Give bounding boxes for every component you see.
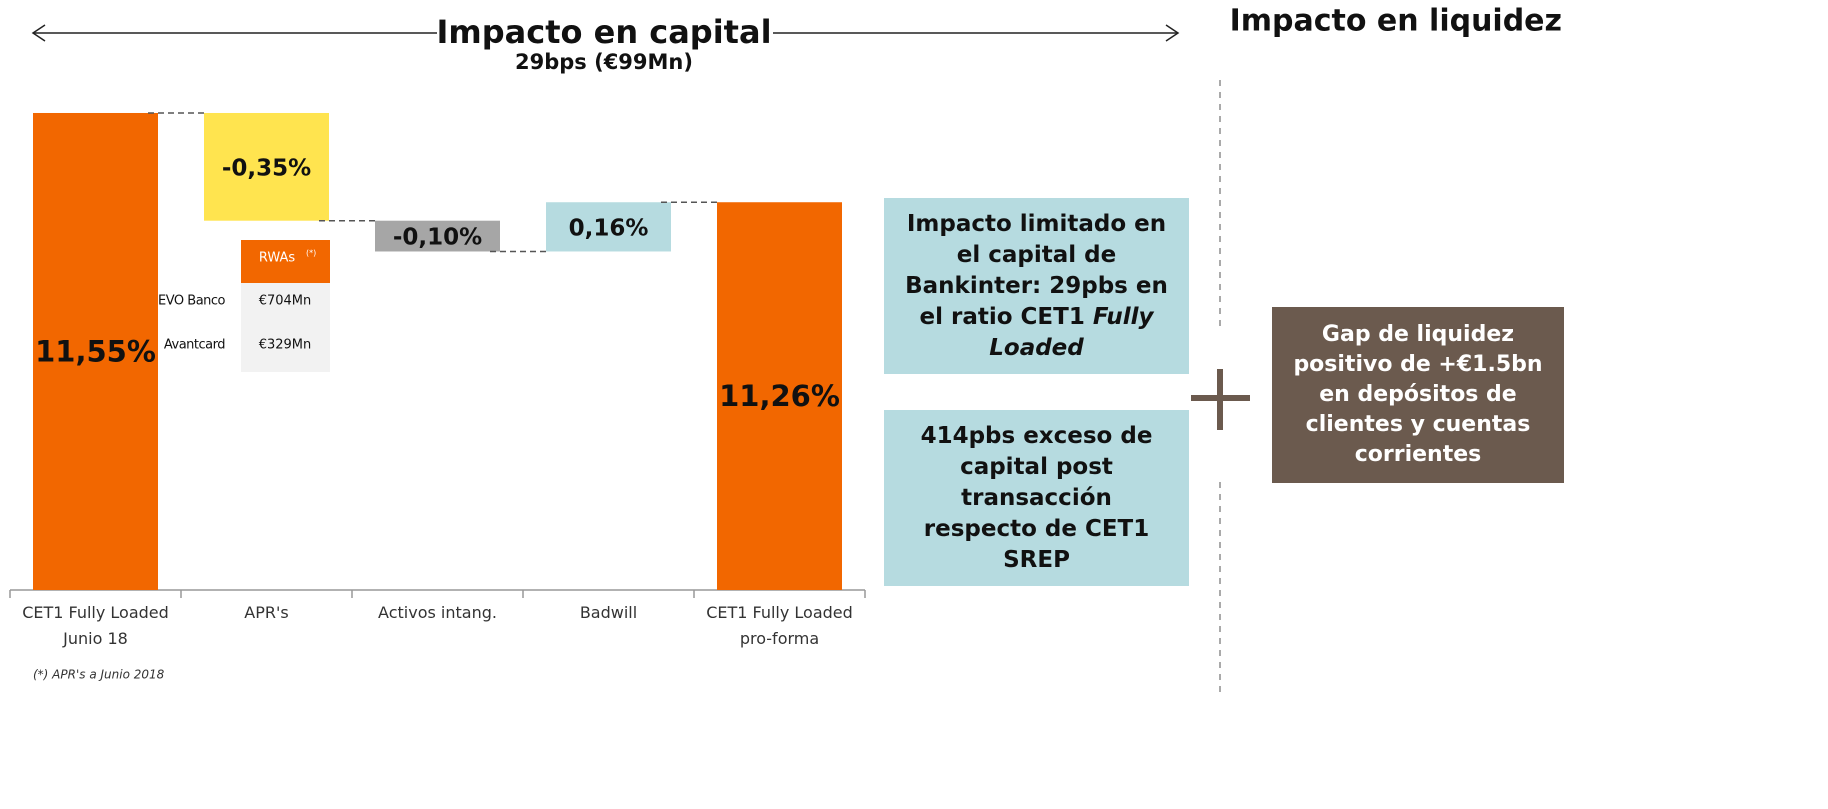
x-tick-label: APR's [244,603,289,622]
info-text: 414pbs exceso de capital post transacció… [920,422,1153,573]
x-tick-label: CET1 Fully Loaded Junio 18 [22,603,169,648]
value-label: -0,10% [393,225,482,251]
table-cell: €704Mn [259,294,312,309]
section-title: Impacto en capital [436,13,771,51]
x-tick-label: CET1 Fully Loaded pro-forma [706,603,853,648]
table-row-label: Avantcard [164,338,225,353]
table-row-label: EVO Banco [158,294,226,309]
arrow-head [31,24,46,42]
table-cell: €329Mn [259,338,312,353]
section-title: Impacto en liquidez [1230,4,1562,39]
arrow-head [1165,24,1180,42]
bar [546,202,671,252]
section-subtitle: 29bps (€99Mn) [515,50,693,74]
arrows [31,24,1180,42]
footnote: (*) APR's a Junio 2018 [33,668,165,682]
table-header-bg [241,240,330,283]
value-label: 0,16% [569,215,649,241]
bar [204,112,329,221]
value-label: 11,55% [35,334,156,368]
value-label: -0,35% [222,155,311,181]
liquidity-box: Gap de liquidez positivo de +€1.5bn en d… [1272,307,1564,483]
table-body-bg [241,283,330,372]
liquidity-text: Gap de liquidez positivo de +€1.5bn en d… [1293,322,1543,467]
table-note-mark: (*) [306,249,316,258]
bar [717,202,842,591]
info-emphasis: Fully Loaded [989,303,1154,361]
x-tick-label: Badwill [579,603,638,622]
info-box: 414pbs exceso de capital post transacció… [884,410,1189,586]
value-label: 11,26% [719,379,840,413]
table-header: RWAs [259,251,296,266]
bar [375,220,500,252]
info-box: Impacto limitado en el capital de Bankin… [884,198,1189,374]
info-text: Impacto limitado en el capital de Bankin… [905,210,1168,330]
x-tick-label: Activos intang. [378,603,497,622]
bar [33,112,158,591]
info-text: Impacto limitado en el capital de Bankin… [902,209,1171,364]
